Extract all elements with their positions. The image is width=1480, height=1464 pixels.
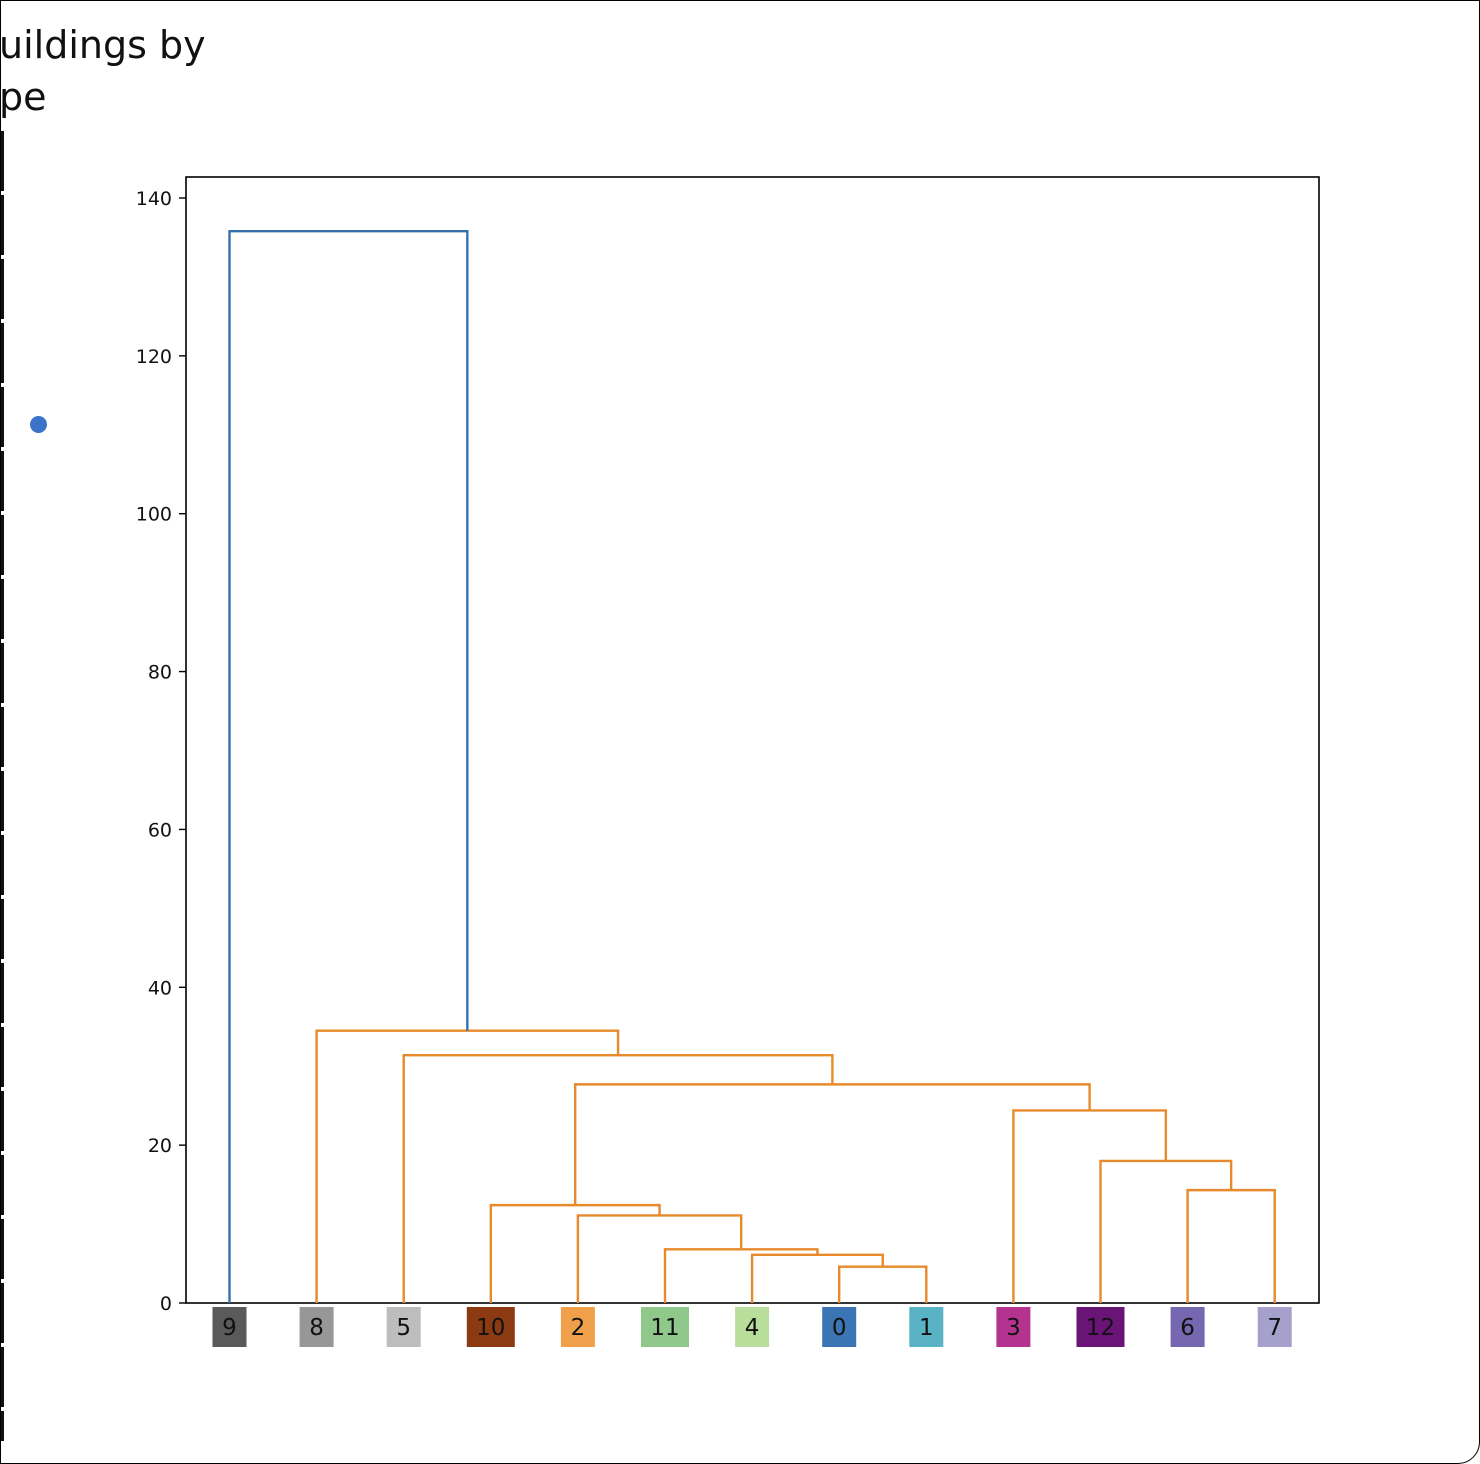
y-tick-label: 20 [148,1135,172,1157]
y-tick: 60 [148,819,186,841]
y-tick-label: 120 [136,346,172,368]
dendrogram-links [228,229,1276,1303]
plot-area [185,176,1320,1304]
leaf-12: 12 [1076,1307,1125,1347]
leaf-label: 10 [476,1315,505,1341]
leaf-3: 3 [996,1307,1031,1347]
leaf-swatch [1076,1307,1125,1347]
leaf-labels: 9 8 5 10 2 11 4 0 1 3 12 6 7 [212,1307,1292,1347]
leaf-5: 5 [386,1307,421,1347]
y-tick: 120 [136,346,186,368]
leaf-label: 6 [1180,1315,1195,1341]
chart-title: uildings by pe [0,23,206,119]
left-edge-rule [1,131,4,1441]
leaf-4: 4 [735,1307,770,1347]
leaf-label: 9 [222,1315,237,1341]
leaf-11: 11 [641,1307,689,1347]
leaf-swatch [996,1307,1031,1347]
leaf-label: 2 [571,1315,586,1341]
y-tick-label: 40 [148,977,172,999]
leaf-9: 9 [212,1307,247,1347]
y-tick-label: 60 [148,819,172,841]
y-tick-label: 0 [160,1293,172,1315]
dendrogram-link [663,1248,819,1303]
leaf-swatch [641,1307,689,1347]
leaf-swatch [560,1307,595,1347]
leaf-swatch [1170,1307,1205,1347]
leaf-label: 4 [745,1315,760,1341]
y-tick: 40 [148,977,186,999]
y-tick: 0 [160,1293,186,1315]
leaf-6: 6 [1170,1307,1205,1347]
leaf-2: 2 [560,1307,595,1347]
y-tick: 140 [136,188,186,210]
leaf-0: 0 [822,1307,857,1347]
y-tick: 100 [136,504,186,526]
leaf-swatch [212,1307,247,1347]
leaf-label: 12 [1086,1315,1115,1341]
leaf-swatch [735,1307,770,1347]
leaf-label: 11 [650,1315,679,1341]
indicator-dot [30,416,47,433]
dendrogram-link [576,1214,743,1303]
leaf-8: 8 [299,1307,334,1347]
dendrogram-link [228,229,469,1303]
leaf-label: 8 [309,1315,324,1341]
leaf-swatch [822,1307,857,1347]
leaf-label: 7 [1267,1315,1282,1341]
dendrogram-link [573,1083,1091,1206]
y-tick-label: 140 [136,188,172,210]
y-tick: 20 [148,1135,186,1157]
leaf-7: 7 [1257,1307,1292,1347]
leaf-label: 3 [1006,1315,1021,1341]
leaf-swatch [466,1307,515,1347]
dendrogram-link [489,1203,661,1303]
dendrogram-link [1099,1159,1233,1303]
leaf-swatch [386,1307,421,1347]
leaf-label: 1 [919,1315,934,1341]
y-tick-label: 80 [148,662,172,684]
y-tick: 80 [148,662,186,684]
leaf-label: 0 [832,1315,847,1341]
y-tick-label: 100 [136,504,172,526]
dendrogram-link [315,1029,620,1303]
leaf-1: 1 [909,1307,944,1347]
leaf-swatch [299,1307,334,1347]
leaf-swatch [1257,1307,1292,1347]
leaf-10: 10 [466,1307,515,1347]
leaf-label: 5 [396,1315,411,1341]
y-axis: 0 20 40 60 80 100 120 140 [136,188,186,1315]
leaf-swatch [909,1307,944,1347]
